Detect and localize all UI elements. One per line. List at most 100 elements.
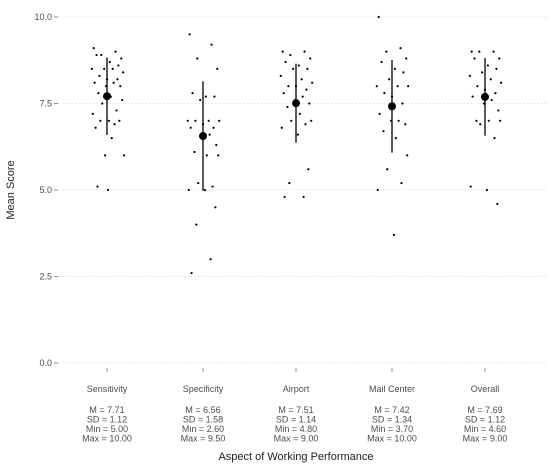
data-point — [116, 78, 119, 81]
data-point — [111, 67, 114, 70]
x-axis-ticks: Sensitivity Specificity Airport Mail Center… — [87, 368, 500, 394]
data-point — [199, 98, 202, 102]
data-point — [99, 119, 102, 122]
gridlines — [58, 16, 548, 364]
data-point — [296, 133, 299, 136]
x-tick-label: Overall — [471, 384, 500, 394]
x-axis-title: Aspect of Working Performance — [218, 451, 373, 463]
data-point — [495, 67, 498, 70]
mean-point — [103, 92, 111, 101]
data-point — [95, 53, 98, 57]
data-point — [191, 92, 194, 95]
series-sensitivity — [90, 47, 126, 192]
data-point — [475, 119, 478, 122]
data-point — [468, 74, 471, 77]
data-point — [478, 50, 481, 53]
data-point — [90, 67, 93, 70]
x-tick-label: Specificity — [183, 384, 224, 394]
data-point — [311, 81, 314, 84]
stat-line: Min = 5.00 — [86, 424, 128, 434]
data-point — [283, 195, 286, 199]
data-point — [402, 71, 405, 74]
data-point — [471, 95, 474, 98]
data-point — [305, 88, 308, 91]
data-point — [120, 57, 123, 60]
data-point — [492, 50, 495, 53]
data-point — [96, 185, 99, 188]
data-point — [216, 67, 219, 70]
x-tick-label: Airport — [283, 384, 310, 394]
data-point — [498, 57, 501, 60]
data-point — [280, 126, 283, 129]
data-point — [292, 67, 295, 70]
data-point — [197, 181, 200, 185]
mean-point — [292, 99, 300, 108]
x-tick-label: Sensitivity — [87, 384, 128, 394]
data-point — [489, 78, 492, 81]
data-point — [287, 85, 290, 88]
stat-line: SD = 1.58 — [183, 415, 223, 425]
stat-line: SD = 1.14 — [276, 415, 316, 425]
y-tick-label: 7.5 — [39, 99, 52, 109]
data-point — [101, 102, 104, 105]
data-point — [217, 154, 220, 157]
data-point — [284, 60, 287, 64]
data-point — [193, 150, 196, 154]
data-point — [113, 123, 116, 126]
data-point — [196, 57, 199, 60]
data-point — [404, 123, 407, 126]
stat-line: M = 7.71 — [89, 405, 124, 415]
stat-line: Max = 10.00 — [82, 434, 132, 444]
stat-line: M = 7.42 — [374, 405, 409, 415]
data-point — [382, 130, 385, 133]
data-point — [383, 92, 386, 95]
data-point — [301, 95, 304, 98]
data-point — [302, 195, 305, 199]
y-tick-label: 5.0 — [39, 185, 52, 195]
stat-line: Max = 9.00 — [274, 434, 319, 444]
y-axis-ticks: 0.0 2.5 5.0 7.5 10.0 — [34, 12, 58, 368]
data-point — [190, 271, 193, 275]
data-point — [117, 64, 120, 67]
data-point — [481, 71, 484, 74]
data-point — [282, 92, 285, 95]
data-point — [213, 95, 216, 98]
data-point — [473, 57, 476, 60]
data-point — [189, 126, 192, 129]
data-point — [485, 188, 488, 192]
data-point — [306, 67, 309, 70]
data-point — [308, 102, 311, 105]
data-point — [406, 154, 409, 157]
data-point — [500, 81, 503, 84]
data-point — [470, 50, 473, 53]
data-point — [386, 168, 389, 171]
data-point — [121, 98, 124, 102]
series-specificity — [186, 33, 221, 275]
data-point — [396, 85, 399, 88]
data-point — [497, 109, 500, 112]
data-point — [487, 119, 490, 122]
data-point — [98, 74, 101, 77]
stat-line: Max = 9.50 — [181, 434, 226, 444]
data-point — [289, 53, 292, 57]
data-point — [388, 78, 391, 81]
data-point — [187, 188, 190, 192]
data-point — [394, 137, 397, 140]
data-point — [385, 50, 388, 53]
data-point — [304, 123, 307, 126]
data-point — [112, 81, 115, 84]
data-point — [208, 133, 211, 136]
data-point — [469, 185, 472, 188]
series-overall — [468, 50, 503, 205]
data-point — [310, 119, 313, 122]
data-point — [104, 154, 107, 157]
data-point — [407, 85, 410, 88]
mean-point — [199, 132, 207, 141]
data-point — [194, 119, 197, 122]
data-point — [392, 233, 395, 237]
data-point — [106, 188, 110, 192]
data-point — [212, 126, 215, 129]
series-mail-center — [375, 15, 410, 237]
data-point — [399, 47, 402, 50]
